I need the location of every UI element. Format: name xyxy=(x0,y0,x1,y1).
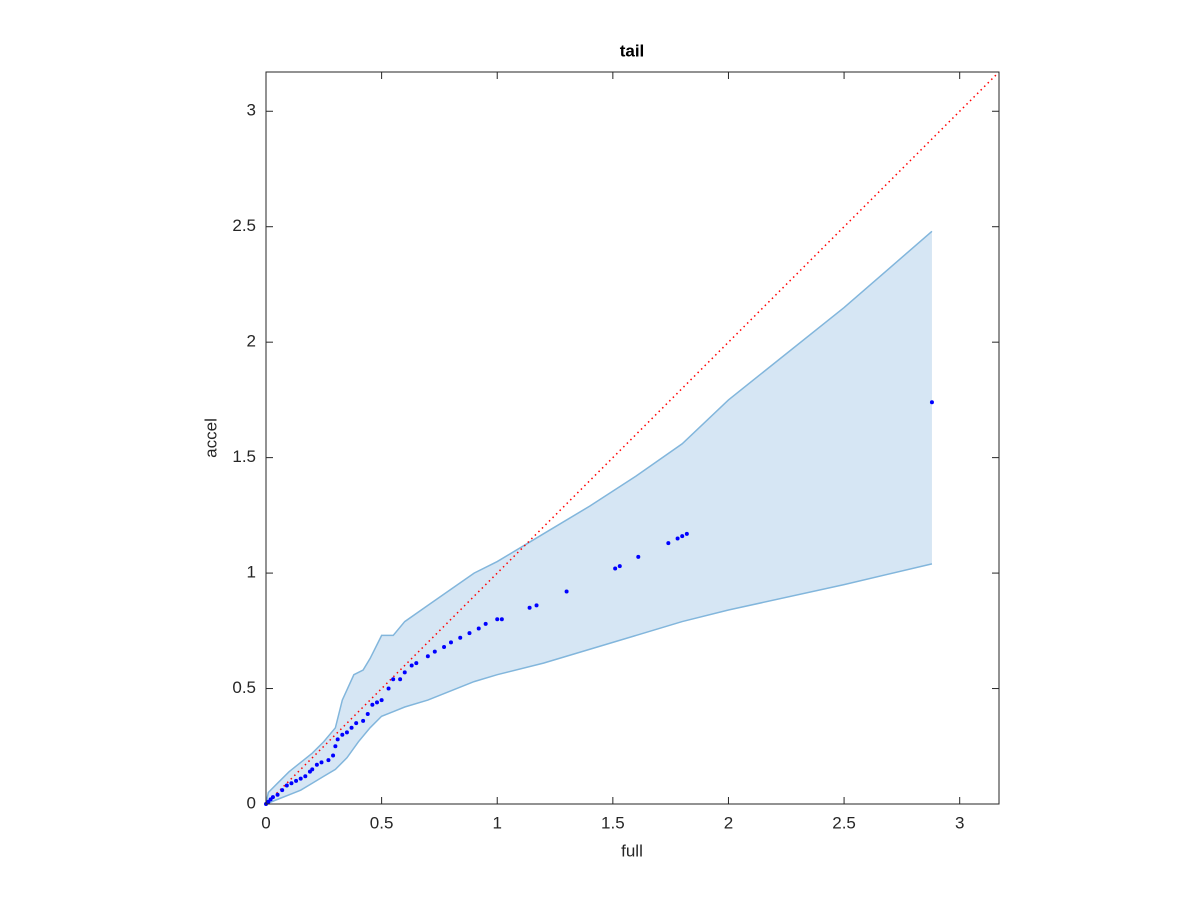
data-point xyxy=(310,767,315,772)
data-point xyxy=(467,631,472,636)
data-point xyxy=(280,788,285,793)
data-point xyxy=(365,711,370,716)
x-axis-label: full xyxy=(621,841,643,860)
data-point xyxy=(374,700,379,705)
data-point xyxy=(386,686,391,691)
data-point xyxy=(613,566,618,571)
y-tick-label: 2.5 xyxy=(232,216,256,235)
data-point xyxy=(294,778,299,783)
data-point xyxy=(303,774,308,779)
data-point xyxy=(476,626,481,631)
x-tick-label: 2 xyxy=(724,813,733,832)
chart-title: tail xyxy=(620,41,645,60)
data-point xyxy=(442,644,447,649)
x-tick-label: 1.5 xyxy=(601,813,625,832)
data-point xyxy=(636,554,641,559)
band-edge xyxy=(265,563,933,805)
data-point xyxy=(335,737,340,742)
data-point xyxy=(666,541,671,546)
y-tick-label: 1.5 xyxy=(232,447,256,466)
data-point xyxy=(379,698,384,703)
data-point xyxy=(617,564,622,569)
data-point xyxy=(929,400,934,405)
y-tick-label: 3 xyxy=(247,101,256,120)
data-point xyxy=(344,730,349,735)
y-tick-label: 0 xyxy=(247,793,256,812)
x-tick-label: 2.5 xyxy=(832,813,856,832)
data-point xyxy=(398,677,403,682)
data-point xyxy=(425,654,430,659)
data-point xyxy=(414,661,419,666)
data-point xyxy=(527,605,532,610)
data-point xyxy=(483,621,488,626)
x-tick-label: 1 xyxy=(492,813,501,832)
data-point xyxy=(349,725,354,730)
data-point xyxy=(289,781,294,786)
axes-box xyxy=(265,71,1000,805)
data-point xyxy=(402,670,407,675)
y-axis-label: accel xyxy=(201,418,220,458)
data-point xyxy=(275,792,280,797)
data-point xyxy=(499,617,504,622)
data-point xyxy=(284,783,289,788)
data-point xyxy=(354,721,359,726)
data-point xyxy=(298,776,303,781)
y-tick-label: 2 xyxy=(247,332,256,351)
data-point xyxy=(331,753,336,758)
data-point xyxy=(680,534,685,539)
data-point xyxy=(270,795,275,800)
data-point xyxy=(564,589,569,594)
data-point xyxy=(314,762,319,767)
y-tick-label: 0.5 xyxy=(232,678,256,697)
data-point xyxy=(361,718,366,723)
data-point xyxy=(432,649,437,654)
data-point xyxy=(409,663,414,668)
data-point xyxy=(495,617,500,622)
data-point xyxy=(684,531,689,536)
x-tick-label: 0.5 xyxy=(370,813,394,832)
data-point xyxy=(391,677,396,682)
confidence-band xyxy=(266,231,932,804)
data-point xyxy=(675,536,680,541)
x-tick-label: 0 xyxy=(261,813,270,832)
data-point xyxy=(319,760,324,765)
x-tick-label: 3 xyxy=(955,813,964,832)
data-point xyxy=(333,744,338,749)
y-tick-label: 1 xyxy=(247,563,256,582)
data-point xyxy=(448,640,453,645)
data-point xyxy=(326,758,331,763)
data-point xyxy=(340,732,345,737)
data-point xyxy=(370,702,375,707)
data-point xyxy=(458,635,463,640)
data-point xyxy=(534,603,539,608)
band-edge xyxy=(265,230,933,805)
